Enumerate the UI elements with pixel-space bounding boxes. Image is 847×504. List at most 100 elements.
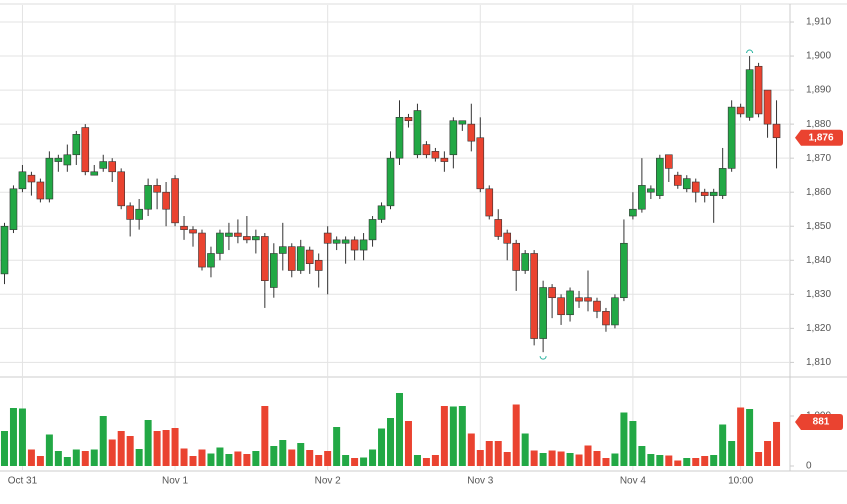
volume-bar — [72, 449, 80, 466]
volume-bar — [135, 449, 143, 466]
candle-body — [144, 185, 152, 210]
candle-body — [548, 287, 556, 299]
volume-bar — [764, 441, 772, 466]
candle-body — [18, 171, 27, 190]
candle-body — [189, 229, 197, 234]
candle-body — [332, 239, 341, 244]
candle-body — [691, 181, 700, 193]
candle-body — [467, 123, 476, 142]
candle-body — [207, 253, 215, 268]
y-tick-label: 1,850 — [806, 221, 831, 232]
volume-bar — [270, 446, 278, 466]
candle-body — [0, 225, 9, 275]
volume-bar — [629, 421, 637, 466]
volume-bar — [0, 431, 8, 466]
candle-body — [584, 297, 592, 302]
volume-bar — [683, 458, 691, 466]
volume-bar — [737, 407, 745, 466]
volume-bar — [225, 454, 233, 466]
volume-bar — [593, 451, 601, 466]
candle-body — [108, 161, 117, 173]
candle-body — [647, 188, 655, 193]
volume-bar — [431, 455, 439, 466]
volume-bar — [126, 436, 134, 466]
volume-bar — [9, 408, 17, 466]
y-tick-label: 1,870 — [806, 153, 831, 164]
volume-bar — [575, 454, 583, 466]
candle-body — [234, 232, 242, 237]
candle-body — [63, 154, 72, 166]
y-tick-label: 1,880 — [806, 119, 831, 130]
y-tick-label: 1,860 — [806, 187, 831, 198]
candle-body — [602, 311, 610, 326]
volume-bar — [288, 449, 296, 466]
volume-bar — [189, 456, 197, 466]
volume-bar — [539, 453, 547, 466]
candle-body — [225, 232, 233, 237]
candle-body — [494, 219, 503, 237]
volume-tick-label: 0 — [806, 461, 812, 472]
candle-body — [252, 236, 260, 241]
candle-body — [593, 300, 601, 312]
volume-bar — [674, 460, 682, 466]
low-marker — [539, 356, 547, 360]
candle-body — [458, 120, 467, 125]
candle-body — [287, 246, 296, 271]
volume-bar — [162, 430, 170, 466]
volume-bar — [530, 450, 538, 466]
last-price-badge-label: 1,876 — [808, 132, 833, 143]
volume-bar — [467, 433, 475, 466]
candle-body — [530, 253, 538, 339]
volume-bar — [144, 420, 152, 466]
candle-body — [36, 181, 45, 200]
volume-bar — [360, 457, 368, 466]
x-tick-label: Nov 2 — [315, 476, 342, 487]
candle-body — [261, 236, 269, 281]
volume-bar — [476, 450, 484, 466]
volume-bar — [449, 406, 457, 466]
candle-body — [117, 171, 125, 207]
volume-bar — [90, 449, 98, 466]
volume-bar — [54, 451, 62, 466]
candle-body — [566, 290, 574, 316]
candle-body — [440, 157, 449, 162]
candle-body — [404, 117, 413, 122]
volume-bar — [261, 406, 269, 466]
volume-bar — [656, 455, 664, 466]
candle-body — [368, 219, 377, 241]
volume-bar — [342, 455, 350, 466]
high-marker — [746, 49, 754, 54]
candle-body — [665, 154, 673, 169]
candle-body — [718, 168, 727, 196]
volume-bar — [647, 454, 655, 466]
candle-body — [629, 208, 637, 217]
volume-bar — [719, 424, 727, 466]
volume-bar — [306, 450, 314, 466]
candle-body — [54, 157, 63, 162]
candle-body — [296, 246, 305, 271]
volume-bar — [422, 458, 430, 466]
volume-bar — [315, 455, 323, 466]
candle-body — [521, 253, 529, 271]
volume-bar — [378, 428, 386, 466]
volume-bar — [773, 421, 781, 466]
candle-body — [727, 106, 736, 169]
candle-body — [557, 297, 565, 316]
candle-body — [27, 174, 36, 183]
volume-bar — [710, 455, 718, 466]
x-tick-label: Nov 3 — [467, 476, 494, 487]
candle-body — [278, 246, 287, 254]
last-price-badge-bg — [795, 129, 843, 146]
volume-bar — [333, 427, 341, 466]
volume-bar — [638, 446, 646, 466]
candle-body — [162, 191, 170, 210]
volume-bar — [171, 428, 179, 466]
candle-body — [395, 117, 404, 159]
candle-body — [422, 144, 431, 156]
volume-bar — [746, 409, 754, 466]
x-tick-label: 10:00 — [728, 476, 753, 487]
volume-bar — [521, 433, 529, 466]
y-tick-label: 1,820 — [806, 323, 831, 334]
candle-body — [45, 157, 54, 200]
